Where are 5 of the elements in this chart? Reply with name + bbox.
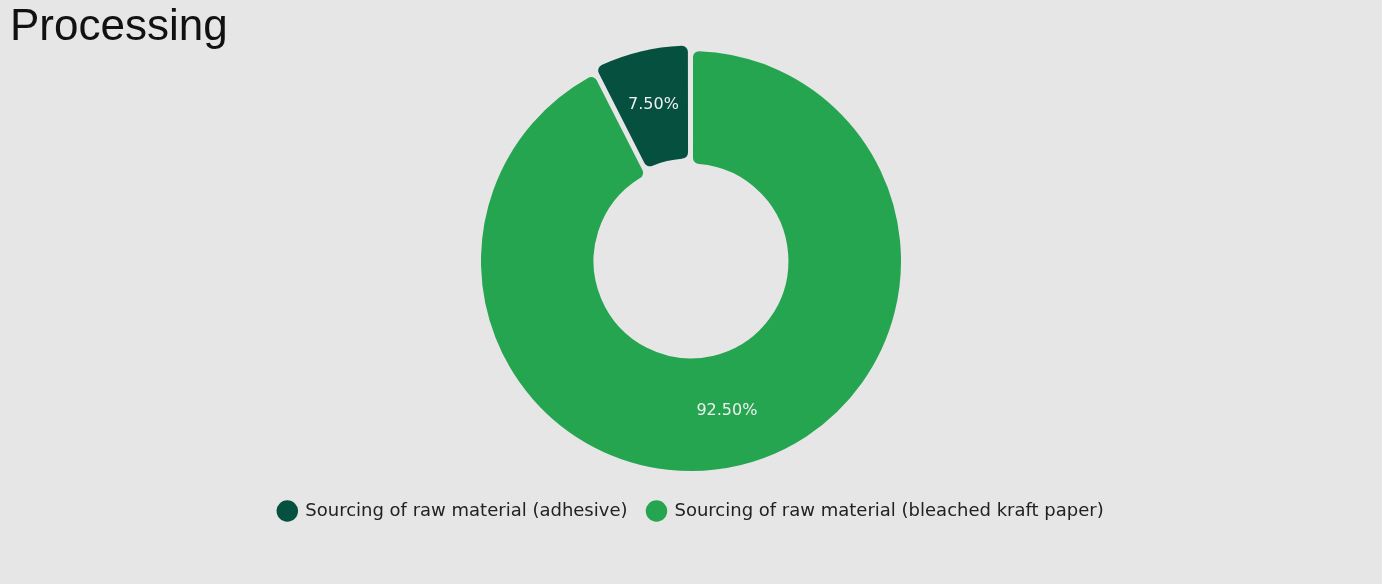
data-label: 92.50% (696, 399, 758, 419)
chart-title: Processing (10, 0, 228, 50)
legend-label: Sourcing of raw material (adhesive) (305, 498, 628, 520)
legend-label: Sourcing of raw material (bleached kraft paper) (674, 498, 1104, 520)
data-label: 7.50% (628, 93, 679, 113)
